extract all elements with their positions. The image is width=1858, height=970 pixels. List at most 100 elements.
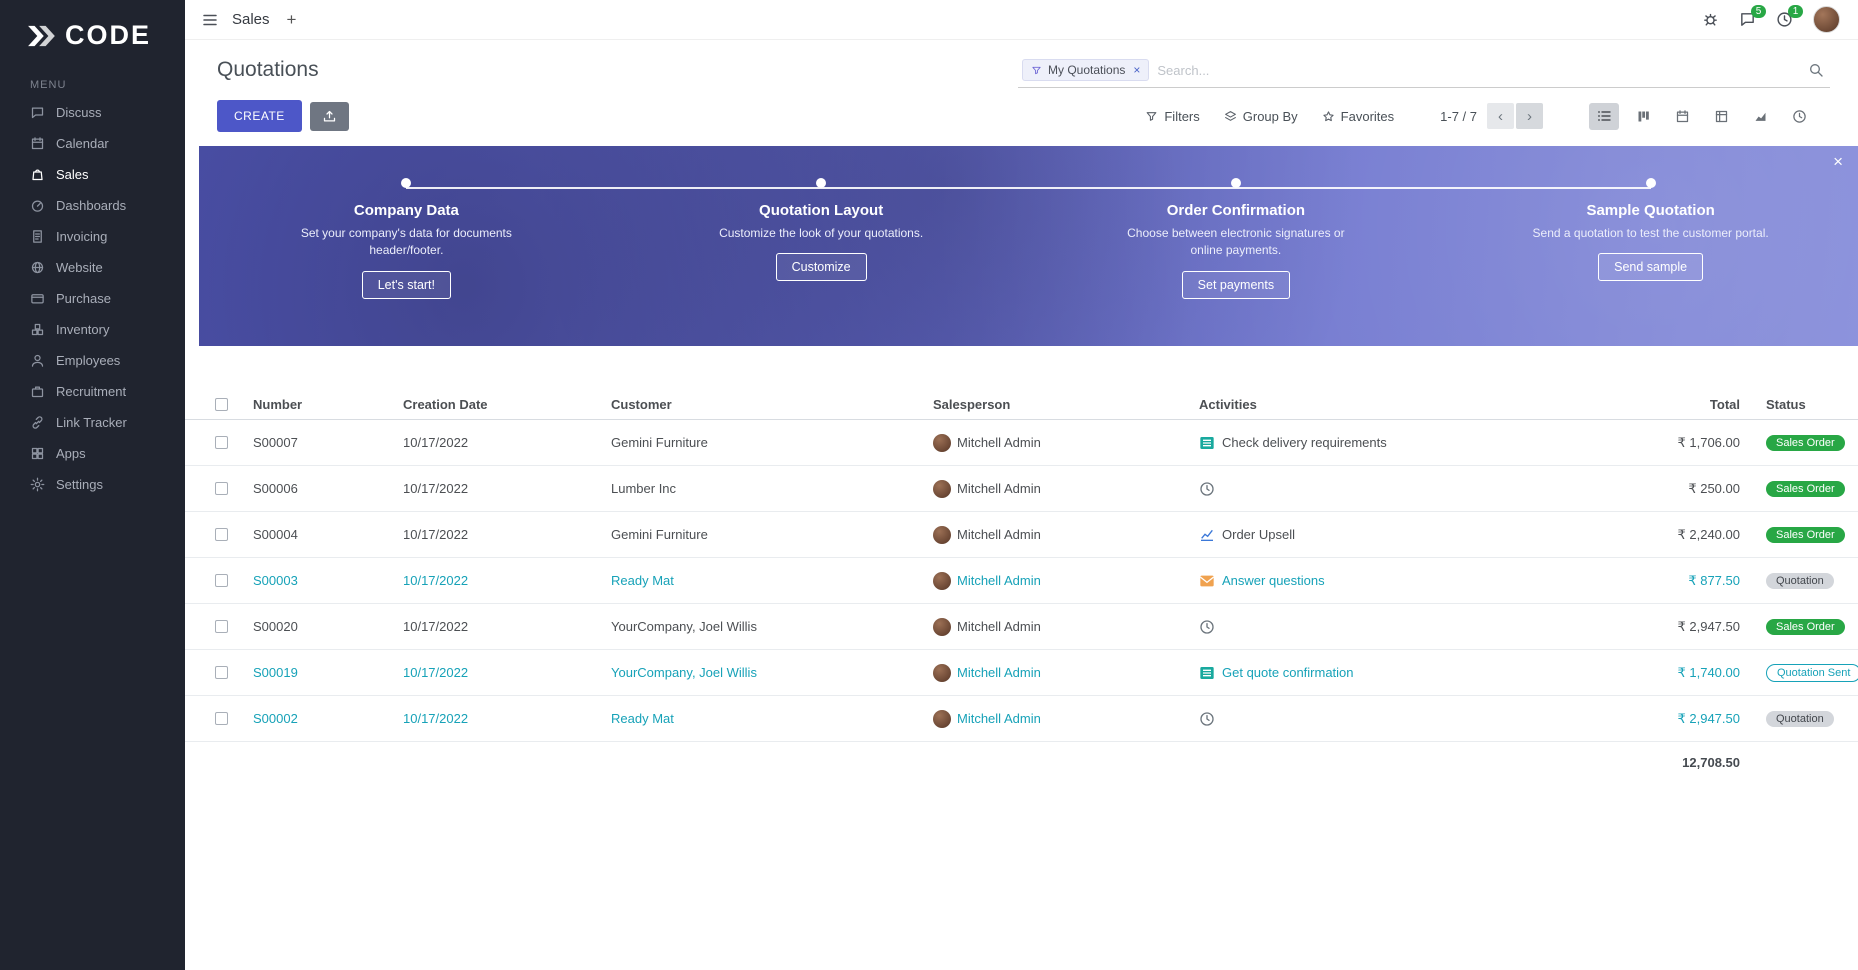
sidebar-item-purchase[interactable]: Purchase	[0, 283, 185, 314]
column-header-salesperson[interactable]: Salesperson	[933, 397, 1011, 412]
cell-activity[interactable]	[1173, 711, 1590, 727]
search-bar[interactable]: My Quotations ×	[1018, 56, 1830, 88]
salesperson-avatar	[933, 525, 951, 544]
messages-icon[interactable]: 5	[1739, 5, 1766, 28]
table-row[interactable]: S00006 10/17/2022 Lumber Inc Mitchell Ad…	[185, 466, 1858, 512]
row-checkbox[interactable]	[215, 620, 228, 633]
table-row[interactable]: S00007 10/17/2022 Gemini Furniture Mitch…	[185, 420, 1858, 466]
create-button[interactable]: CREATE	[217, 100, 302, 132]
tasks-icon	[1199, 435, 1215, 451]
column-header-customer[interactable]: Customer	[611, 397, 672, 412]
table-row[interactable]: S00020 10/17/2022 YourCompany, Joel Will…	[185, 604, 1858, 650]
table-row[interactable]: S00004 10/17/2022 Gemini Furniture Mitch…	[185, 512, 1858, 558]
facet-remove-icon[interactable]: ×	[1133, 63, 1141, 77]
customize-button[interactable]: Customize	[775, 253, 867, 282]
link-icon	[30, 415, 45, 430]
kanban-view-icon[interactable]	[1628, 103, 1658, 130]
filters-button[interactable]: Filters	[1145, 109, 1200, 124]
search-input[interactable]	[1157, 62, 1800, 78]
cell-activity[interactable]	[1173, 619, 1590, 635]
favorites-button[interactable]: Favorites	[1322, 109, 1394, 124]
table-footer-row: 12,708.50	[185, 742, 1858, 782]
footer-total-sum: 12,708.50	[1682, 754, 1740, 770]
row-checkbox[interactable]	[215, 528, 228, 541]
cell-activity[interactable]: Answer questions	[1173, 573, 1590, 589]
table-row[interactable]: S00003 10/17/2022 Ready Mat Mitchell Adm…	[185, 558, 1858, 604]
add-tab-button[interactable]: +	[286, 9, 297, 29]
search-facet[interactable]: My Quotations ×	[1022, 59, 1150, 81]
column-header-creation-date[interactable]: Creation Date	[403, 397, 488, 412]
sidebar-item-label: Employees	[56, 353, 121, 368]
sidebar-item-sales[interactable]: Sales	[0, 159, 185, 190]
cell-total: ₹ 1,706.00	[1677, 434, 1741, 450]
row-checkbox[interactable]	[215, 436, 228, 449]
banner-close-icon[interactable]: ×	[1833, 152, 1843, 171]
clock-icon	[1199, 619, 1215, 635]
sidebar-item-apps[interactable]: Apps	[0, 438, 185, 469]
pager: 1-7 / 7 ‹ ›	[1440, 103, 1543, 129]
export-button[interactable]	[309, 101, 349, 131]
hamburger-menu-icon[interactable]	[201, 11, 219, 29]
bug-icon[interactable]	[1702, 11, 1719, 28]
cell-activity[interactable]	[1173, 481, 1590, 497]
activity-view-icon[interactable]	[1784, 103, 1814, 130]
sidebar-item-inventory[interactable]: Inventory	[0, 314, 185, 345]
steps-progress-line	[406, 187, 1651, 189]
sidebar-item-discuss[interactable]: Discuss	[0, 97, 185, 128]
sidebar-item-recruitment[interactable]: Recruitment	[0, 376, 185, 407]
column-header-activities[interactable]: Activities	[1199, 397, 1257, 412]
sidebar-item-label: Calendar	[56, 136, 109, 151]
row-checkbox[interactable]	[215, 712, 228, 725]
pivot-view-icon[interactable]	[1706, 103, 1736, 130]
lets-start-button[interactable]: Let's start!	[361, 270, 452, 299]
calendar-view-icon[interactable]	[1667, 103, 1697, 130]
status-badge: Sales Order	[1766, 481, 1845, 497]
logo[interactable]: CODE	[0, 0, 185, 65]
clock-icon	[1199, 481, 1215, 497]
upload-icon	[322, 109, 337, 124]
cell-creation-date: 10/17/2022	[403, 619, 469, 634]
sidebar-item-calendar[interactable]: Calendar	[0, 128, 185, 159]
pager-previous-button[interactable]: ‹	[1487, 103, 1514, 129]
sidebar-item-dashboards[interactable]: Dashboards	[0, 190, 185, 221]
recruitment-icon	[30, 384, 45, 399]
group-by-button[interactable]: Group By	[1224, 109, 1298, 124]
sidebar-item-invoicing[interactable]: Invoicing	[0, 221, 185, 252]
table-row[interactable]: S00002 10/17/2022 Ready Mat Mitchell Adm…	[185, 696, 1858, 742]
column-header-total[interactable]: Total	[1709, 397, 1740, 412]
envelope-icon	[1199, 573, 1215, 589]
cell-salesperson: Mitchell Admin	[957, 619, 1041, 634]
onboarding-banner: × Company Data Set your company's data f…	[199, 146, 1858, 346]
row-checkbox[interactable]	[215, 666, 228, 679]
activity-label: Order Upsell	[1222, 527, 1295, 542]
purchase-icon	[30, 291, 45, 306]
row-checkbox[interactable]	[215, 574, 228, 587]
set-payments-button[interactable]: Set payments	[1181, 270, 1291, 299]
send-sample-button[interactable]: Send sample	[1598, 253, 1704, 282]
list-view-icon[interactable]	[1589, 102, 1619, 130]
table-row[interactable]: S00019 10/17/2022 YourCompany, Joel Will…	[185, 650, 1858, 696]
column-header-number[interactable]: Number	[253, 397, 303, 412]
pager-next-button[interactable]: ›	[1516, 103, 1543, 129]
salesperson-avatar	[933, 663, 951, 682]
cell-customer: YourCompany, Joel Willis	[611, 665, 757, 680]
status-badge: Quotation	[1766, 573, 1834, 589]
sidebar-item-employees[interactable]: Employees	[0, 345, 185, 376]
salesperson-avatar	[933, 571, 951, 590]
cell-activity[interactable]: Check delivery requirements	[1173, 435, 1590, 451]
sidebar-item-website[interactable]: Website	[0, 252, 185, 283]
select-all-checkbox[interactable]	[215, 398, 228, 411]
search-icon[interactable]	[1808, 62, 1824, 78]
cell-activity[interactable]: Order Upsell	[1173, 527, 1590, 543]
sidebar-item-settings[interactable]: Settings	[0, 469, 185, 500]
current-app-name[interactable]: Sales	[232, 11, 270, 28]
activity-clock-icon[interactable]: 1	[1776, 5, 1803, 28]
sidebar-item-label: Dashboards	[56, 198, 127, 213]
menu-section-label: MENU	[30, 79, 67, 91]
cell-activity[interactable]: Get quote confirmation	[1173, 665, 1590, 681]
column-header-status[interactable]: Status	[1766, 397, 1806, 412]
user-avatar[interactable]	[1813, 6, 1840, 33]
graph-view-icon[interactable]	[1745, 103, 1775, 130]
row-checkbox[interactable]	[215, 482, 228, 495]
sidebar-item-link-tracker[interactable]: Link Tracker	[0, 407, 185, 438]
